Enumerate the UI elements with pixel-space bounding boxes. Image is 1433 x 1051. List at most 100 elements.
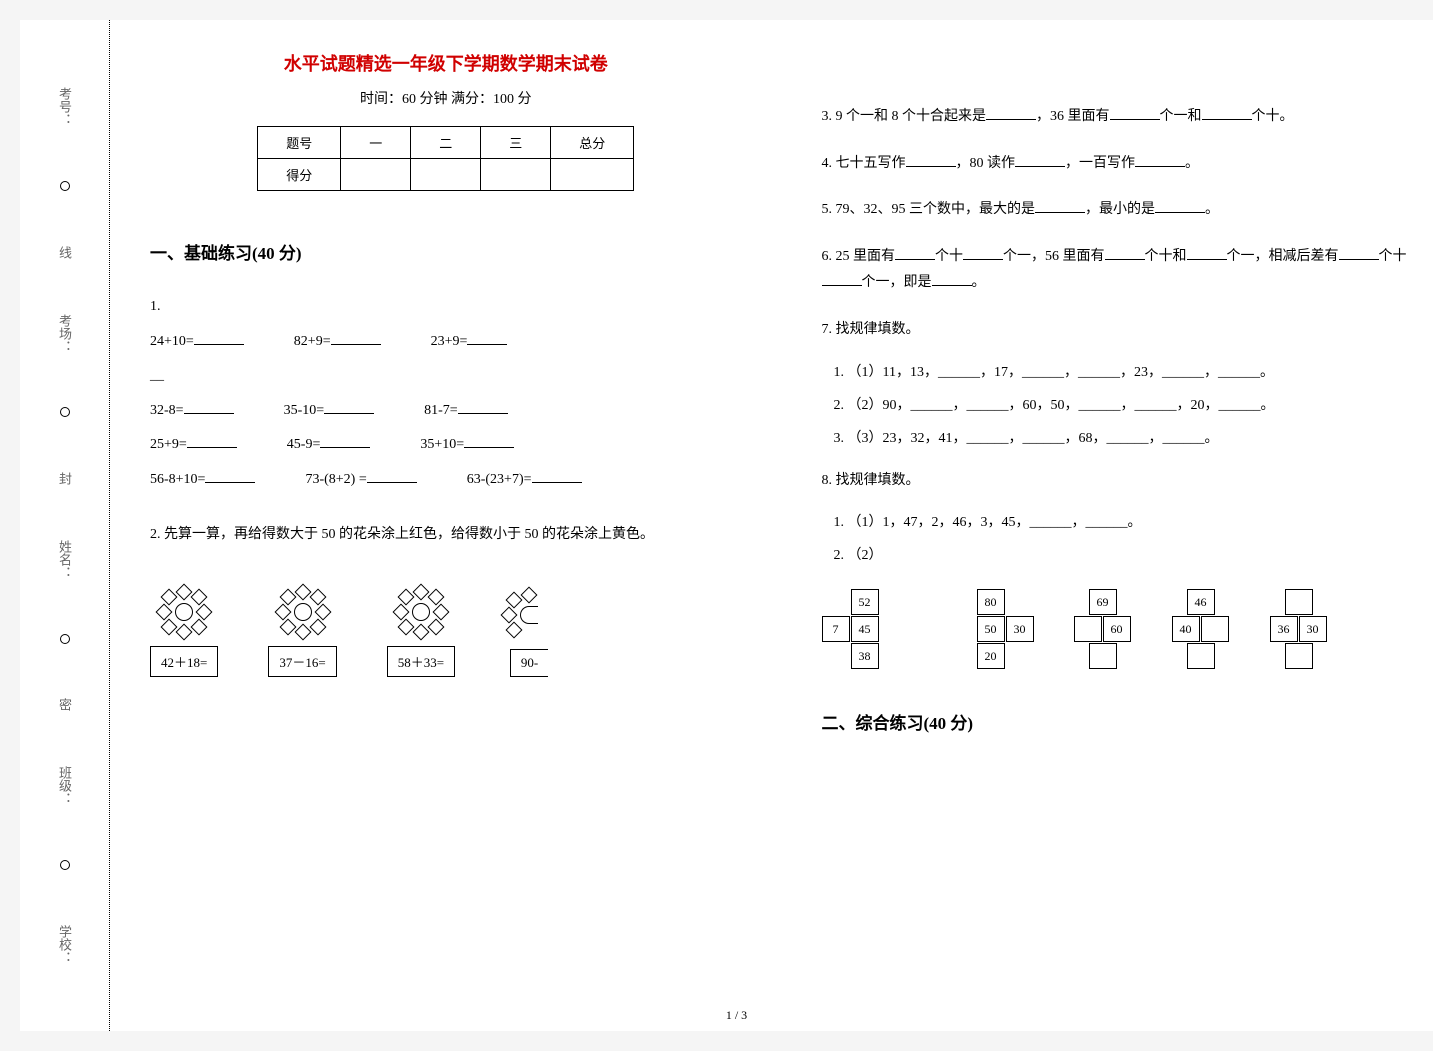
flower-icon (397, 588, 445, 636)
page-number: 1 / 3 (726, 1008, 747, 1023)
blank (532, 469, 582, 483)
puzzle-shape: 80 50 30 20 (948, 589, 1034, 671)
cell: 40 (1172, 616, 1200, 642)
equation: 63-(23+7)= (467, 467, 582, 494)
q5: 5. 79、32、95 三个数中，最大的是，最小的是。 (822, 197, 1414, 224)
td (341, 159, 411, 191)
equation: 35-10= (284, 398, 375, 425)
blank (320, 434, 370, 448)
table-row: 得分 (258, 159, 634, 191)
q8-title: 8. 找规律填数。 (822, 468, 1414, 495)
equation: 45-9= (287, 432, 371, 459)
q1: 1. 24+10= 82+9= 23+9= __ 32-8= 35-10= 81… (150, 294, 742, 502)
eq-row: 24+10= 82+9= 23+9= (150, 329, 742, 356)
flower-unit: 58＋33= (387, 588, 455, 677)
list-item: （2） (848, 542, 1414, 570)
table-row: 题号 一 二 三 总分 (258, 127, 634, 159)
blank (1015, 153, 1065, 167)
th: 题号 (258, 127, 341, 159)
blank (458, 400, 508, 414)
section1-title: 一、基础练习(40 分) (150, 239, 742, 264)
exam-subtitle: 时间：60 分钟 满分：100 分 (150, 88, 742, 108)
exam-page: 考号： 线 考场： 封 姓名： 密 班级： 学校： 水平试题精选一年级下学期数学… (20, 20, 1433, 1031)
list-item: （2）90，______，______，60，50，______，______，… (848, 392, 1414, 420)
blank (1187, 246, 1227, 260)
cell: 45 (851, 616, 879, 642)
cell (1285, 589, 1313, 615)
th: 总分 (551, 127, 634, 159)
equation: 73-(8+2) = (305, 467, 416, 494)
blank (932, 272, 972, 286)
blank (324, 400, 374, 414)
puzzle-shape: 36 30 (1270, 589, 1328, 671)
cell (1201, 616, 1229, 642)
trailing-dash: __ (150, 363, 742, 390)
cell: 69 (1089, 589, 1117, 615)
cell: 60 (1103, 616, 1131, 642)
equation: 56-8+10= (150, 467, 255, 494)
blank (963, 246, 1003, 260)
cell (1187, 643, 1215, 669)
blank (187, 434, 237, 448)
section2-title: 二、综合练习(40 分) (822, 709, 1414, 734)
binding-circle-icon (60, 634, 70, 644)
th: 二 (411, 127, 481, 159)
cell: 7 (822, 616, 850, 642)
blank (1339, 246, 1379, 260)
cell: 52 (851, 589, 879, 615)
puzzle-shape: 69 60 (1074, 589, 1132, 671)
blank (467, 331, 507, 345)
binding-label: 姓名： (55, 540, 74, 579)
equation: 23+9= (431, 329, 508, 356)
eq-row: 56-8+10= 73-(8+2) = 63-(23+7)= (150, 467, 742, 494)
eq-row: 25+9= 45-9= 35+10= (150, 432, 742, 459)
blank (906, 153, 956, 167)
binding-circle-icon (60, 181, 70, 191)
score-table: 题号 一 二 三 总分 得分 (257, 126, 634, 191)
binding-strip: 考号： 线 考场： 封 姓名： 密 班级： 学校： (20, 20, 110, 1031)
blank (205, 469, 255, 483)
exam-title: 水平试题精选一年级下学期数学期末试卷 (150, 50, 742, 76)
blank (367, 469, 417, 483)
blank (331, 331, 381, 345)
equation: 24+10= (150, 329, 244, 356)
seal-text: 密 (55, 698, 74, 711)
puzzle-shape: 52 7 45 38 (822, 589, 908, 671)
blank (895, 246, 935, 260)
td: 得分 (258, 159, 341, 191)
cell: 20 (977, 643, 1005, 669)
list-item: （1）11，13，______，17，______，______，23，____… (848, 359, 1414, 387)
right-column: 3. 9 个一和 8 个十合起来是，36 里面有个一和个十。 4. 七十五写作，… (782, 20, 1433, 1031)
seal-text: 封 (55, 472, 74, 485)
blank (822, 272, 862, 286)
binding-label: 学校： (55, 925, 74, 964)
q1-number: 1. (150, 294, 742, 321)
flower-icon (160, 588, 208, 636)
equation: 32-8= (150, 398, 234, 425)
flower-equation: 58＋33= (387, 646, 455, 677)
cell: 80 (977, 589, 1005, 615)
th: 一 (341, 127, 411, 159)
flower-equation: 90- (510, 649, 548, 677)
flower-icon (279, 588, 327, 636)
binding-circle-icon (60, 407, 70, 417)
flower-unit: 42＋18= (150, 588, 218, 677)
blank (1202, 106, 1252, 120)
content-area: 水平试题精选一年级下学期数学期末试卷 时间：60 分钟 满分：100 分 题号 … (110, 20, 1433, 1031)
blank (1135, 153, 1185, 167)
cell: 50 (977, 616, 1005, 642)
flower-half-icon (505, 591, 553, 639)
td (481, 159, 551, 191)
cell: 38 (851, 643, 879, 669)
q7-list: （1）11，13，______，17，______，______，23，____… (822, 354, 1414, 458)
flower-equation: 42＋18= (150, 646, 218, 677)
equation: 82+9= (294, 329, 381, 356)
cell (1285, 643, 1313, 669)
cell: 30 (1006, 616, 1034, 642)
left-column: 水平试题精选一年级下学期数学期末试卷 时间：60 分钟 满分：100 分 题号 … (110, 20, 782, 1031)
seal-text: 线 (55, 246, 74, 259)
q7-title: 7. 找规律填数。 (822, 317, 1414, 344)
cell: 30 (1299, 616, 1327, 642)
blank (194, 331, 244, 345)
blank (1105, 246, 1145, 260)
